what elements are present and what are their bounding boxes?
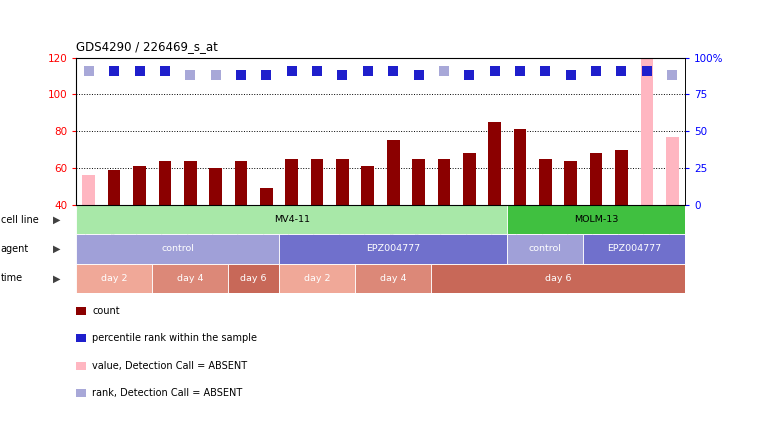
Bar bbox=[361, 166, 374, 205]
Bar bbox=[431, 264, 685, 293]
Bar bbox=[412, 159, 425, 205]
Text: ▶: ▶ bbox=[53, 274, 61, 283]
Text: EPZ004777: EPZ004777 bbox=[366, 244, 420, 254]
Point bbox=[311, 67, 323, 75]
Point bbox=[438, 67, 450, 75]
Bar bbox=[279, 234, 508, 264]
Bar bbox=[666, 137, 679, 205]
Bar bbox=[565, 161, 577, 205]
Point bbox=[361, 67, 374, 75]
Text: day 6: day 6 bbox=[545, 274, 572, 283]
Bar bbox=[508, 234, 584, 264]
Text: count: count bbox=[92, 306, 119, 316]
Point bbox=[565, 72, 577, 79]
Bar bbox=[539, 159, 552, 205]
Bar bbox=[285, 159, 298, 205]
Point bbox=[590, 67, 602, 75]
Point bbox=[159, 67, 171, 75]
Point bbox=[133, 67, 145, 75]
Text: EPZ004777: EPZ004777 bbox=[607, 244, 661, 254]
Bar bbox=[584, 234, 685, 264]
Bar bbox=[615, 150, 628, 205]
Bar bbox=[489, 122, 501, 205]
Bar bbox=[310, 159, 323, 205]
Text: GDS4290 / 226469_s_at: GDS4290 / 226469_s_at bbox=[76, 40, 218, 53]
Point bbox=[641, 67, 653, 75]
Point bbox=[489, 67, 501, 75]
Bar bbox=[108, 170, 120, 205]
Bar bbox=[133, 166, 146, 205]
Text: day 2: day 2 bbox=[101, 274, 127, 283]
Bar bbox=[184, 161, 196, 205]
Bar bbox=[590, 153, 603, 205]
Point bbox=[463, 72, 476, 79]
Text: ▶: ▶ bbox=[53, 214, 61, 225]
Point bbox=[616, 67, 628, 75]
Text: control: control bbox=[161, 244, 194, 254]
Bar bbox=[508, 205, 685, 234]
Point bbox=[412, 72, 425, 79]
Bar bbox=[387, 140, 400, 205]
Text: day 2: day 2 bbox=[304, 274, 330, 283]
Bar bbox=[438, 159, 451, 205]
Bar bbox=[82, 175, 95, 205]
Text: ▶: ▶ bbox=[53, 244, 61, 254]
Point bbox=[387, 67, 400, 75]
Text: control: control bbox=[529, 244, 562, 254]
Point bbox=[514, 67, 526, 75]
Bar bbox=[76, 234, 279, 264]
Bar bbox=[463, 153, 476, 205]
Bar bbox=[336, 159, 349, 205]
Bar bbox=[279, 264, 355, 293]
Bar bbox=[209, 168, 222, 205]
Bar bbox=[260, 188, 272, 205]
Text: cell line: cell line bbox=[1, 214, 39, 225]
Text: day 6: day 6 bbox=[240, 274, 267, 283]
Bar bbox=[76, 205, 508, 234]
Point bbox=[260, 72, 272, 79]
Text: agent: agent bbox=[1, 244, 29, 254]
Text: MV4-11: MV4-11 bbox=[274, 215, 310, 224]
Text: percentile rank within the sample: percentile rank within the sample bbox=[92, 333, 257, 343]
Point bbox=[540, 67, 552, 75]
Text: rank, Detection Call = ABSENT: rank, Detection Call = ABSENT bbox=[92, 388, 242, 398]
Point bbox=[666, 72, 678, 79]
Point bbox=[184, 72, 196, 79]
Point bbox=[336, 72, 349, 79]
Bar bbox=[355, 264, 431, 293]
Text: day 4: day 4 bbox=[380, 274, 406, 283]
Bar bbox=[152, 264, 228, 293]
Bar bbox=[641, 58, 653, 205]
Point bbox=[108, 67, 120, 75]
Bar bbox=[234, 161, 247, 205]
Point bbox=[235, 72, 247, 79]
Text: MOLM-13: MOLM-13 bbox=[574, 215, 618, 224]
Bar bbox=[514, 129, 527, 205]
Point bbox=[209, 72, 221, 79]
Point bbox=[285, 67, 298, 75]
Text: time: time bbox=[1, 274, 23, 283]
Point bbox=[83, 67, 95, 75]
Text: value, Detection Call = ABSENT: value, Detection Call = ABSENT bbox=[92, 361, 247, 371]
Bar bbox=[158, 161, 171, 205]
Text: day 4: day 4 bbox=[177, 274, 203, 283]
Bar bbox=[228, 264, 279, 293]
Bar bbox=[76, 264, 152, 293]
